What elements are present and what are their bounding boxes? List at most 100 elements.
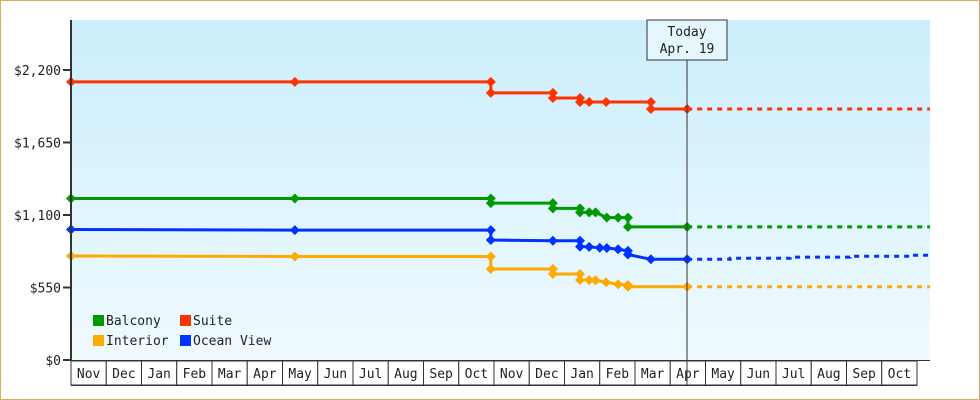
month-label: Apr [676, 367, 700, 382]
data-point-interior [485, 251, 496, 262]
legend-label-interior: Interior [106, 334, 169, 349]
data-point-suite [547, 92, 558, 103]
data-point-interior [575, 269, 586, 280]
month-label: Jan [147, 367, 170, 382]
month-cell [211, 360, 248, 386]
data-point-ocean-view [575, 235, 586, 246]
data-point-interior [584, 274, 595, 285]
legend-swatch-suite [180, 315, 191, 326]
data-point-balcony [622, 221, 633, 232]
month-label: Feb [606, 367, 630, 382]
y-tick-label: $0 [45, 354, 61, 369]
data-point-ocean-view [584, 241, 595, 252]
today-label: Today [667, 25, 706, 40]
month-cell [634, 360, 671, 386]
month-label: Apr [253, 367, 277, 382]
month-label: Oct [888, 367, 911, 382]
plot-area [71, 20, 930, 360]
month-label: Nov [77, 367, 101, 382]
data-point-suite [485, 76, 496, 87]
data-point-ocean-view [594, 242, 605, 253]
month-label: Mar [641, 367, 665, 382]
month-label: May [711, 367, 735, 382]
month-cell [70, 360, 107, 386]
data-point-ocean-view [485, 225, 496, 236]
legend: Balcony Suite Interior Ocean View [93, 314, 271, 349]
data-point-ocean-view [645, 254, 656, 265]
today-marker: Today Apr. 19 [646, 19, 728, 385]
data-point-suite [547, 87, 558, 98]
y-tick-label: $2,200 [14, 64, 61, 79]
y-tick-label: $550 [30, 282, 61, 297]
data-point-ocean-view [547, 235, 558, 246]
data-point-interior [547, 269, 558, 280]
data-point-balcony [613, 212, 624, 223]
today-date: Apr. 19 [660, 42, 715, 57]
month-cell [775, 360, 812, 386]
y-tick-label: $1,100 [14, 209, 61, 224]
legend-swatch-balcony [93, 315, 104, 326]
month-label: Jan [570, 367, 593, 382]
today-box [646, 19, 728, 61]
month-label: Sep [429, 367, 453, 382]
data-point-suite [645, 97, 656, 108]
series-group [66, 76, 931, 292]
x-axis: Nov Dec Jan Feb Mar Apr May Jun Jul Aug Sep Oct Nov D… [70, 360, 930, 386]
month-label: Feb [183, 367, 207, 382]
data-point-balcony [575, 207, 586, 218]
data-point-suite [575, 97, 586, 108]
data-point-interior [613, 279, 624, 290]
month-cell [176, 360, 213, 386]
forecast-line-ocean-view [687, 253, 931, 261]
data-point-suite [485, 87, 496, 98]
month-label: Dec [112, 367, 135, 382]
data-point-suite [645, 104, 656, 115]
month-cell [352, 360, 389, 386]
month-label: Jul [782, 367, 805, 382]
data-point-interior [622, 281, 633, 292]
month-cell [705, 360, 742, 386]
month-label: Nov [500, 367, 524, 382]
data-point-interior [547, 264, 558, 275]
month-label: Aug [394, 367, 417, 382]
data-point-ocean-view [622, 249, 633, 260]
data-point-balcony [547, 198, 558, 209]
data-point-ocean-view [289, 225, 300, 236]
month-cell [423, 360, 460, 386]
y-axis: $0 $550 $1,100 $1,650 $2,200 [14, 64, 71, 369]
month-cell [881, 360, 918, 386]
month-label: Jul [359, 367, 382, 382]
data-point-suite [289, 76, 300, 87]
data-point-balcony [289, 193, 300, 204]
month-label: Oct [465, 367, 488, 382]
data-point-balcony [547, 203, 558, 214]
y-tick-label: $1,650 [14, 137, 61, 152]
month-label: Aug [817, 367, 840, 382]
legend-swatch-interior [93, 335, 104, 346]
month-cell [105, 360, 142, 386]
month-label: Jun [324, 367, 347, 382]
data-point-ocean-view [575, 241, 586, 252]
month-cell [846, 360, 883, 386]
month-cell [246, 360, 283, 386]
month-cell [810, 360, 847, 386]
month-label: Sep [852, 367, 876, 382]
month-cell [141, 360, 178, 386]
legend-label-ocean-view: Ocean View [193, 334, 271, 349]
data-point-interior [601, 277, 612, 288]
legend-swatch-ocean-view [180, 335, 191, 346]
month-label: Dec [535, 367, 558, 382]
data-point-balcony [584, 207, 595, 218]
data-point-interior [485, 264, 496, 275]
data-point-suite [584, 97, 595, 108]
month-cell [740, 360, 777, 386]
month-label: Mar [218, 367, 242, 382]
data-point-interior [590, 275, 601, 286]
legend-label-balcony: Balcony [106, 314, 161, 329]
month-cell [599, 360, 636, 386]
data-point-ocean-view [613, 244, 624, 255]
data-point-balcony [601, 212, 612, 223]
month-label: May [288, 367, 312, 382]
